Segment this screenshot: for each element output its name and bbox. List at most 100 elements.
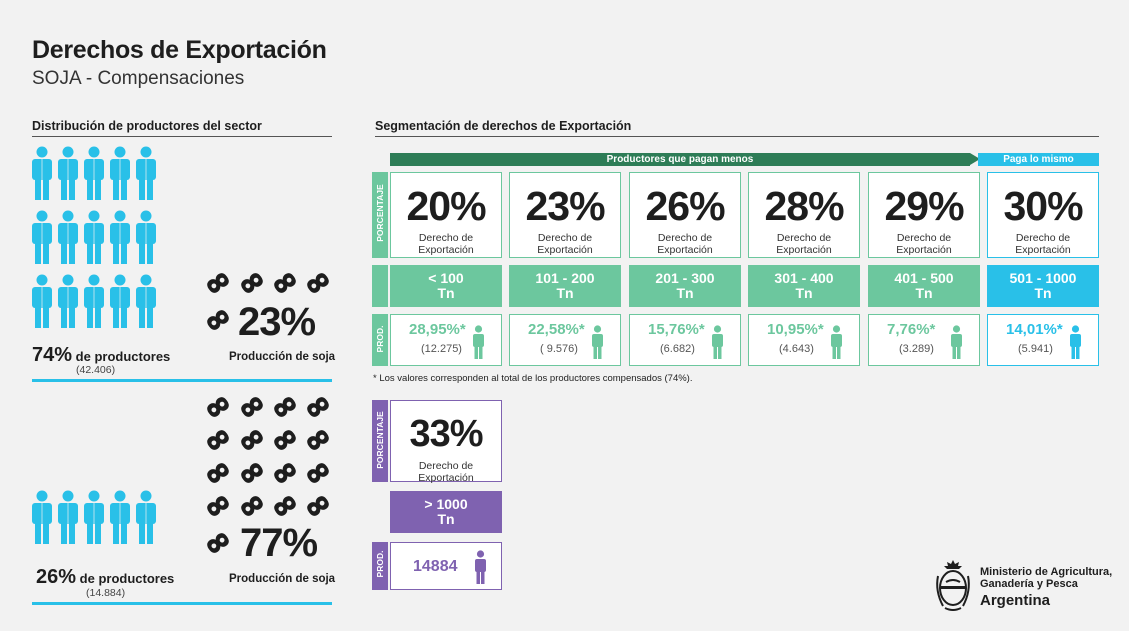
soybean-icon <box>305 493 331 519</box>
soybean-icon <box>272 493 298 519</box>
soybean-icon <box>272 460 298 486</box>
page-title: Derechos de Exportación <box>32 36 327 64</box>
tier-prod-count: (6.682) <box>660 343 695 355</box>
soybean-icon <box>205 270 231 296</box>
person-icon <box>31 490 53 544</box>
tier-prod-count: (3.289) <box>899 343 934 355</box>
top-tier-prod-count: 14884 <box>413 558 458 575</box>
soybean-icon <box>239 460 265 486</box>
top-tier-pct: 33% <box>409 413 483 455</box>
person-icon <box>472 325 485 359</box>
top-tier-desc: Derecho de Exportación <box>418 460 474 484</box>
tier-prod: 15,76%* (6.682) <box>629 314 741 366</box>
soy-pct-2: 77% <box>240 521 318 565</box>
producers-label-2: de productores <box>79 571 175 586</box>
person-icon <box>135 274 157 328</box>
producers-stat-1: 74% de productores <box>32 344 170 367</box>
group-divider-2 <box>32 602 332 605</box>
person-icon <box>109 490 131 544</box>
soybean-icon <box>239 427 265 453</box>
tier-range-unit: Tn <box>915 285 933 301</box>
footnote: * Los valores corresponden al total de l… <box>373 373 693 384</box>
tier-prod: 22,58%* ( 9.576) <box>509 314 621 366</box>
person-icon <box>474 550 487 584</box>
tier-range: 301 - 400 Tn <box>748 265 860 307</box>
soybean-icon <box>205 427 231 453</box>
top-tier-card: 33% Derecho de Exportación <box>390 400 502 484</box>
tier-prod-count: (4.643) <box>779 343 814 355</box>
soybean-icon <box>239 493 265 519</box>
tier-range: 401 - 500 Tn <box>868 265 980 307</box>
logo-country: Argentina <box>980 592 1051 609</box>
tier-prod-pct: 7,76%* <box>887 321 936 338</box>
soybean-icon <box>239 394 265 420</box>
tier-card: 29% Derecho de Exportación <box>868 172 980 258</box>
person-icon <box>830 325 843 359</box>
person-icon <box>109 274 131 328</box>
tier-pct: 29% <box>884 183 964 229</box>
tier-prod-pct: 10,95%* <box>767 321 824 338</box>
top-prod-row-label: PROD. <box>375 550 385 578</box>
pct-row-band <box>372 172 388 258</box>
tier-desc: Derecho de Exportación <box>776 232 832 256</box>
person-icon <box>31 274 53 328</box>
top-tier-prod: 14884 <box>390 542 502 590</box>
person-icon <box>57 146 79 200</box>
tier-prod: 7,76%* (3.289) <box>868 314 980 366</box>
pct-row-label: PORCENTAJE <box>375 184 385 242</box>
tier-card: 23% Derecho de Exportación <box>509 172 621 258</box>
producers-count-2: (14.884) <box>86 587 126 599</box>
argentina-coat-of-arms-icon <box>933 556 973 616</box>
distribution-divider <box>32 136 332 137</box>
tier-range-value: 201 - 300 <box>655 270 715 286</box>
tier-prod-count: ( 9.576) <box>540 343 578 355</box>
tier-prod-pct: 28,95%* <box>409 321 466 338</box>
tier-range-value: 101 - 200 <box>535 270 595 286</box>
tier-pct: 26% <box>645 183 725 229</box>
tier-range: < 100 Tn <box>390 265 502 307</box>
tier-range: 201 - 300 Tn <box>629 265 741 307</box>
tier-range-unit: Tn <box>1034 285 1052 301</box>
logo-ministry-line2: Ganadería y Pesca <box>980 578 1078 590</box>
soybean-icon <box>205 460 231 486</box>
prod-row-band <box>372 314 388 366</box>
tier-prod-pct: 14,01%* <box>1006 321 1063 338</box>
soybean-icon <box>239 270 265 296</box>
tier-range-unit: Tn <box>676 285 694 301</box>
top-tier-range-value: > 1000 <box>424 496 468 512</box>
tier-card: 28% Derecho de Exportación <box>748 172 860 258</box>
soybean-icon <box>205 530 231 556</box>
tier-range-value: 501 - 1000 <box>1009 270 1077 286</box>
producers-stat-2: 26% de productores <box>36 566 174 589</box>
person-icon <box>135 490 157 544</box>
person-icon <box>950 325 963 359</box>
person-icon <box>57 210 79 264</box>
banner-pay-less: Productores que pagan menos <box>390 153 970 166</box>
top-prod-band <box>372 542 388 590</box>
tier-desc: Derecho de Exportación <box>418 232 474 256</box>
person-icon <box>83 146 105 200</box>
tier-prod: 28,95%* (12.275) <box>390 314 502 366</box>
banner-arrow <box>970 153 980 165</box>
tier-pct: 20% <box>406 183 486 229</box>
person-icon <box>135 146 157 200</box>
tier-prod-pct: 22,58%* <box>528 321 585 338</box>
range-row-band <box>372 265 388 307</box>
page-subtitle: SOJA - Compensaciones <box>32 68 245 89</box>
tier-range: 501 - 1000 Tn <box>987 265 1099 307</box>
person-icon <box>83 490 105 544</box>
soybean-icon <box>305 460 331 486</box>
soybean-icon <box>205 307 231 333</box>
soybean-icon <box>305 270 331 296</box>
tier-range-unit: Tn <box>556 285 574 301</box>
person-icon <box>31 146 53 200</box>
tier-range-value: < 100 <box>428 270 464 286</box>
tier-pct: 23% <box>525 183 605 229</box>
soybean-icon <box>205 394 231 420</box>
person-icon <box>83 210 105 264</box>
soybean-icon <box>205 493 231 519</box>
soybean-icon <box>272 270 298 296</box>
tier-range-value: 401 - 500 <box>894 270 954 286</box>
tier-pct: 30% <box>1003 183 1083 229</box>
soy-pct-1: 23% <box>238 300 316 344</box>
